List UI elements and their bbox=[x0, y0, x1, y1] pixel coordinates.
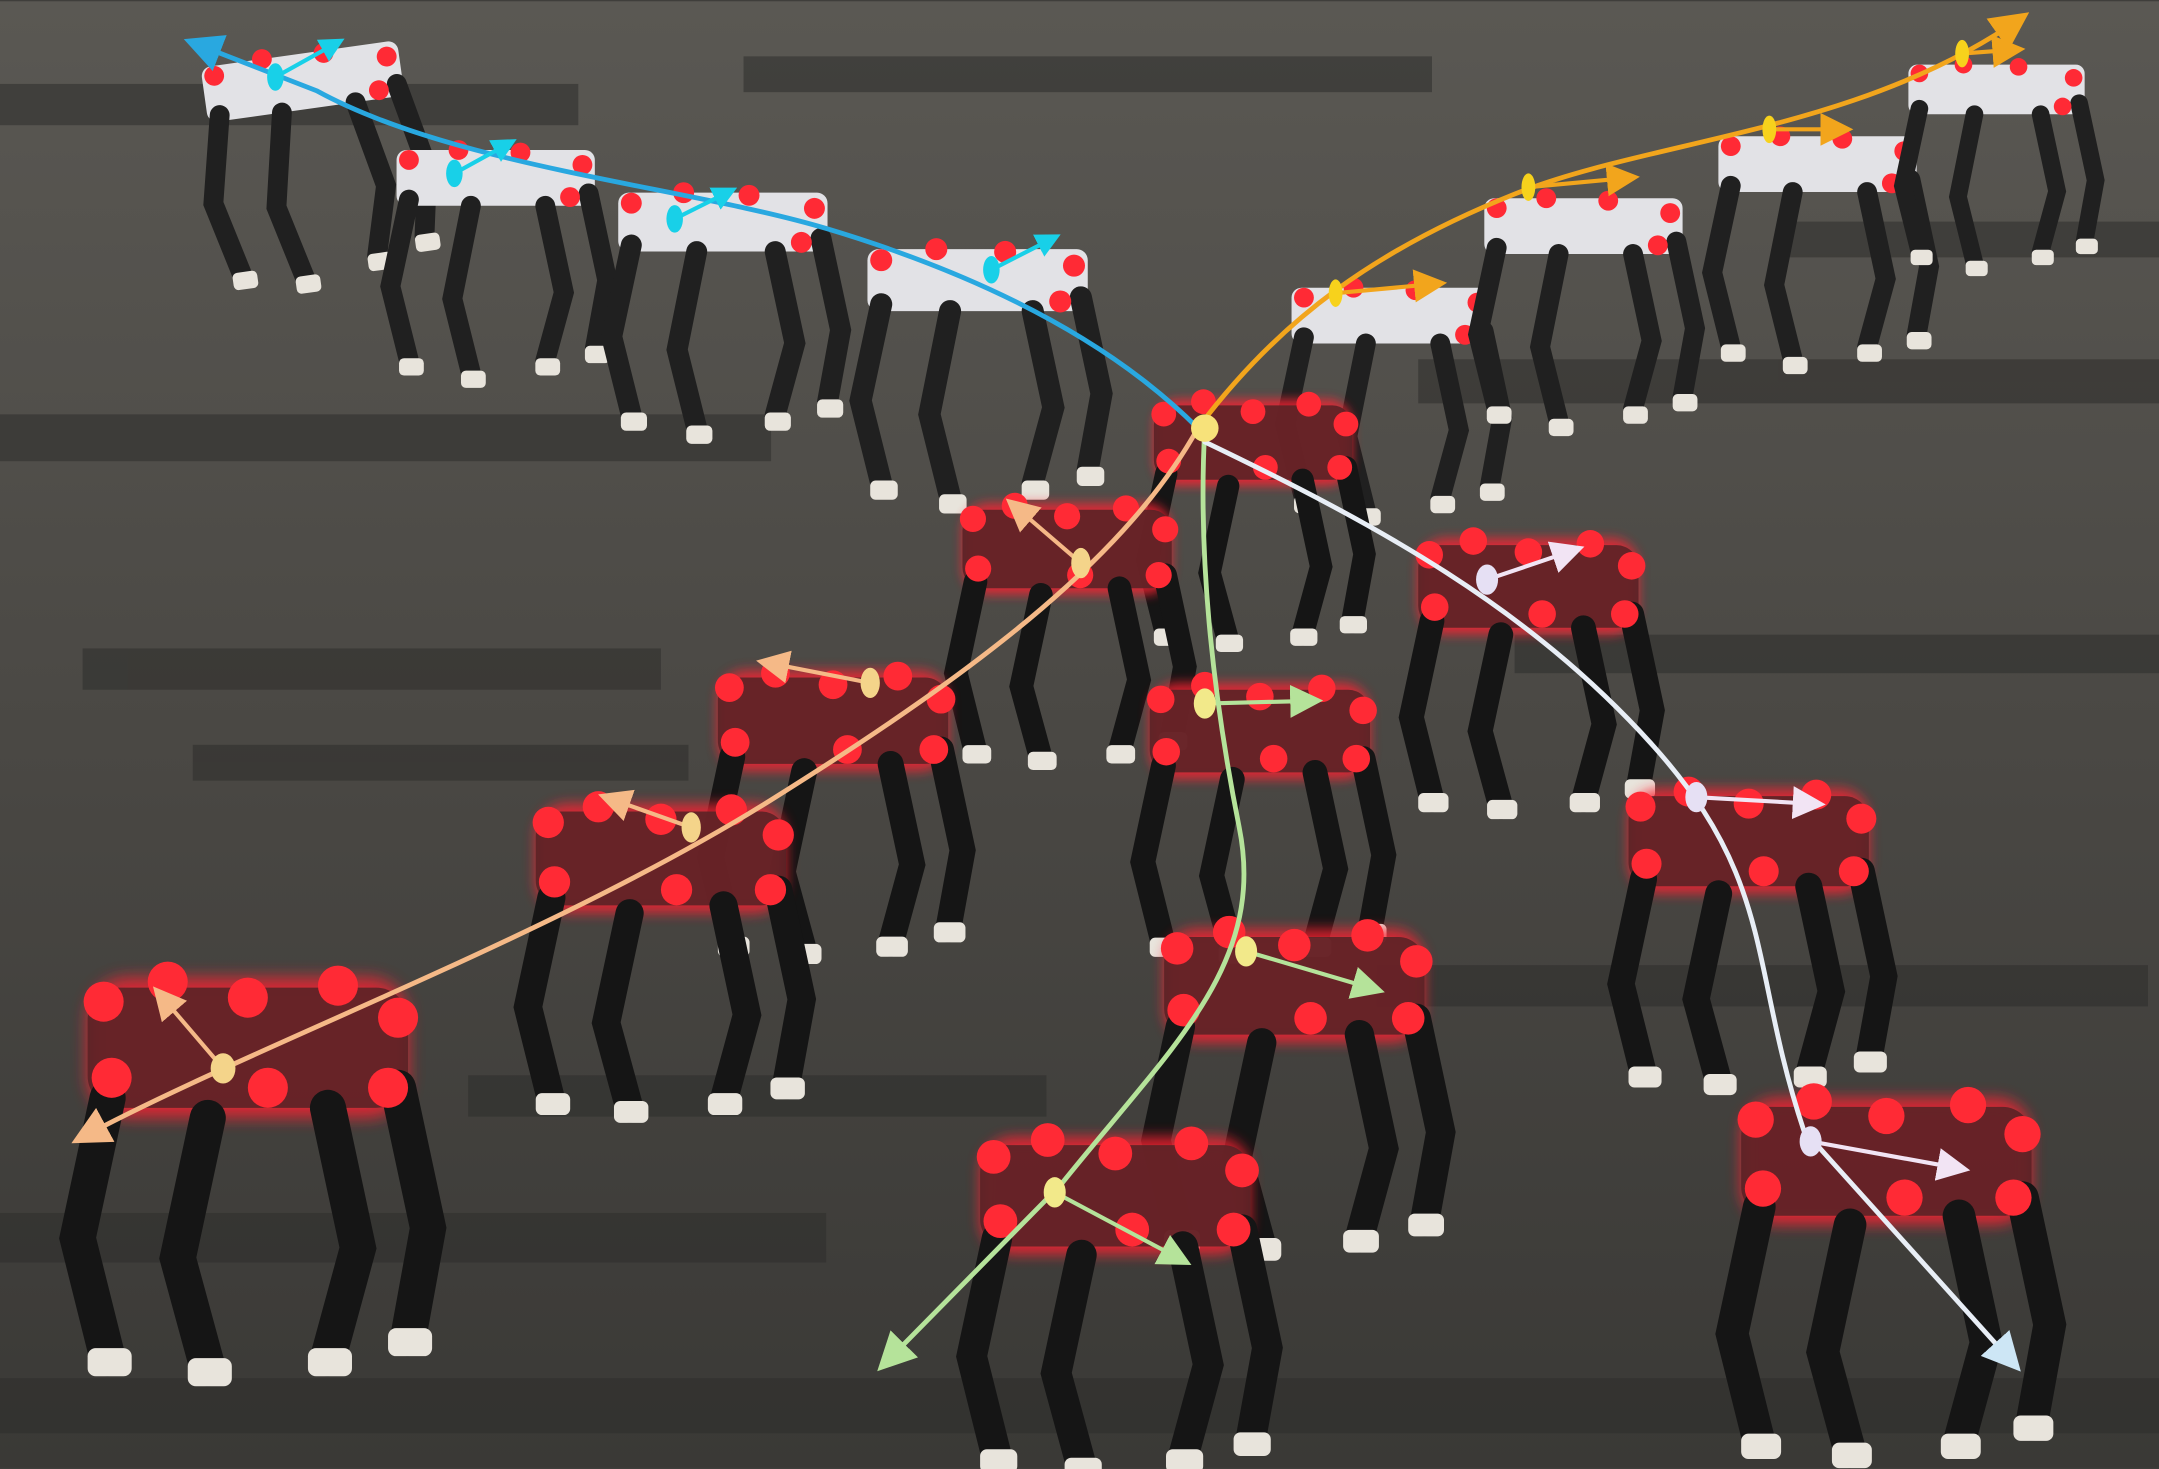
heading-arrows bbox=[152, 34, 2026, 1266]
waypoints bbox=[210, 39, 1969, 1208]
trajectories bbox=[71, 12, 2030, 1372]
trajectory-green bbox=[877, 425, 1247, 1372]
trajectory-peach bbox=[71, 425, 1201, 1144]
trajectory-white bbox=[1202, 439, 2021, 1372]
trajectory-blue bbox=[183, 35, 1201, 431]
